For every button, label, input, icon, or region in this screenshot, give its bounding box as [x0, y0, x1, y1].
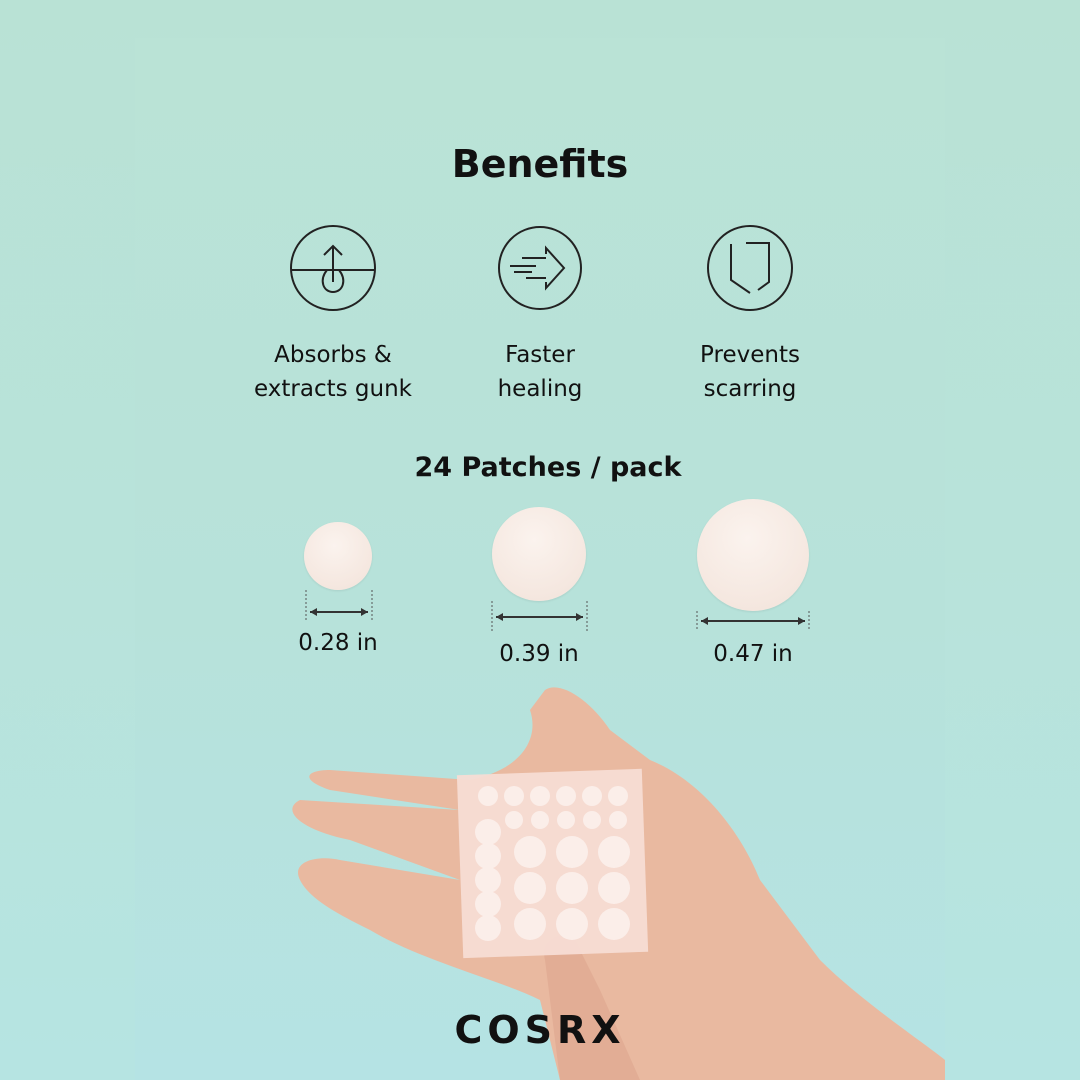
benefit-healing: Faster healing — [430, 224, 650, 406]
patch-sheet — [456, 768, 649, 959]
sheet-patch — [478, 786, 498, 806]
sheet-patch — [556, 872, 588, 904]
benefit-label: Prevents — [700, 342, 800, 368]
page-title: Benefits — [451, 142, 629, 186]
sheet-patch — [475, 891, 501, 917]
patch-small: 0.28 in — [288, 522, 388, 656]
benefit-absorb: Absorbs & extracts gunk — [223, 224, 443, 406]
benefit-label: extracts gunk — [254, 376, 412, 402]
dimension-arrow — [305, 590, 373, 620]
sheet-patch — [475, 843, 501, 869]
benefit-label: Faster — [505, 342, 575, 368]
sheet-patch — [475, 819, 501, 845]
sheet-patch — [608, 786, 628, 806]
sheet-patch — [557, 811, 575, 829]
sheet-patch — [598, 872, 630, 904]
sheet-patch — [531, 811, 549, 829]
sheet-patch — [505, 811, 523, 829]
size-label: 0.39 in — [499, 641, 579, 667]
sheet-patch — [582, 786, 602, 806]
size-label: 0.47 in — [713, 641, 793, 667]
sheet-patch — [514, 908, 546, 940]
sheet-patch — [556, 836, 588, 868]
sheet-patch — [598, 836, 630, 868]
patch-circle — [697, 499, 809, 611]
pack-count: 24 Patches / pack — [414, 452, 682, 483]
shield-icon — [707, 225, 793, 311]
dimension-arrow — [696, 611, 810, 631]
benefit-label: scarring — [703, 376, 797, 402]
benefit-label: healing — [497, 376, 583, 402]
sheet-patch — [556, 908, 588, 940]
sheet-patch — [530, 786, 550, 806]
patch-circle — [304, 522, 372, 590]
sheet-patch — [598, 908, 630, 940]
sheet-patch — [475, 867, 501, 893]
sheet-patch — [514, 836, 546, 868]
absorb-icon — [290, 225, 376, 311]
sheet-patch — [475, 915, 501, 941]
brand-logo: COSRX — [454, 1008, 626, 1052]
patch-large: 0.47 in — [688, 499, 818, 667]
benefit-scarring: Prevents scarring — [640, 224, 860, 406]
sheet-patch — [556, 786, 576, 806]
patch-circle — [492, 507, 586, 601]
sheet-patch — [514, 872, 546, 904]
benefit-label: Absorbs & — [274, 342, 392, 368]
sheet-patch — [504, 786, 524, 806]
sheet-patch — [609, 811, 627, 829]
dimension-arrow — [491, 601, 588, 631]
patch-medium: 0.39 in — [480, 507, 598, 667]
size-label: 0.28 in — [298, 630, 378, 656]
sheet-patch — [583, 811, 601, 829]
fast-arrow-icon — [498, 226, 582, 310]
